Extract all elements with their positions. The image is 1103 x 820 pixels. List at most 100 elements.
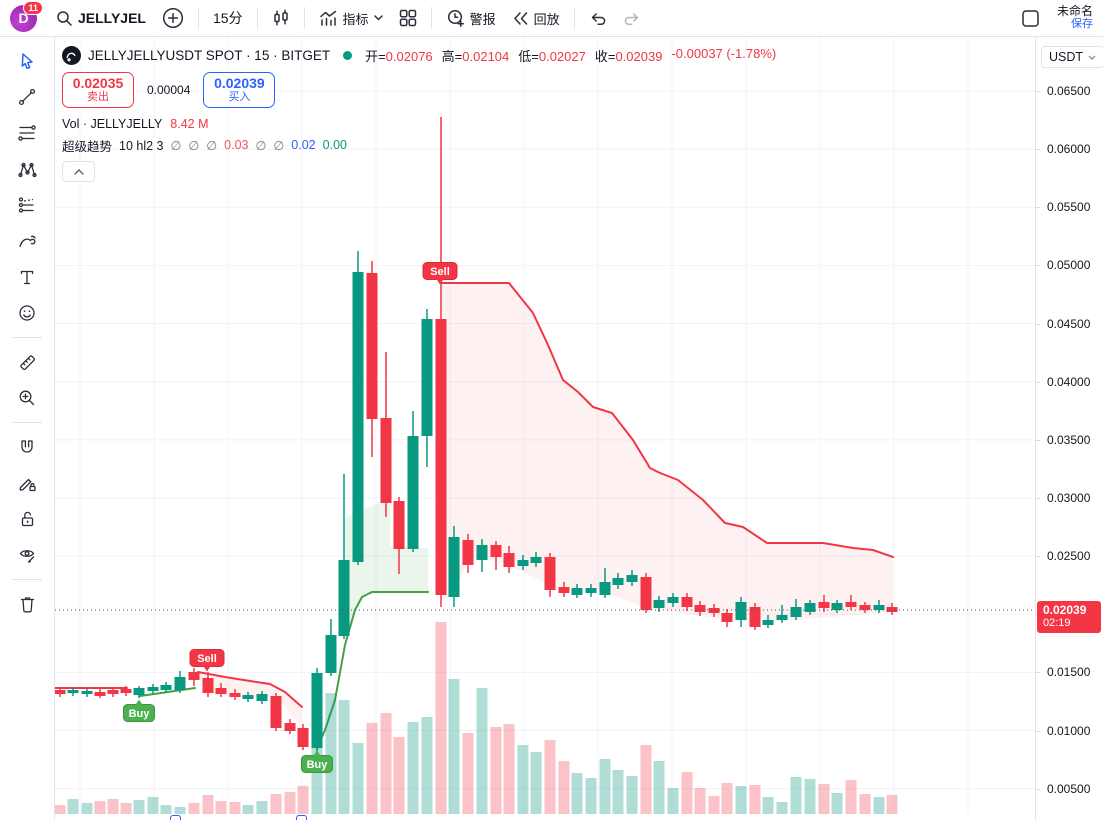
change-value: -0.00037 (-1.78%) xyxy=(671,46,777,61)
tool-fib-retracement[interactable] xyxy=(8,115,46,151)
close-value: 0.02039 xyxy=(615,49,663,64)
tool-xabcd-pattern[interactable] xyxy=(8,151,46,187)
layout-grid-button[interactable] xyxy=(392,5,424,31)
indicators-icon xyxy=(319,10,336,26)
time-axis-mark xyxy=(170,815,181,820)
supertrend-value: ∅ xyxy=(255,139,267,153)
volume-value: 8.42 M xyxy=(170,117,209,131)
symbol-title[interactable]: JELLYJELLYUSDT SPOT · 15 · BITGET xyxy=(88,48,331,63)
search-icon xyxy=(57,10,72,26)
top-toolbar: D 11 JELLYJEL 15分 xyxy=(0,0,1103,37)
panel-square-icon xyxy=(1022,9,1039,27)
notification-badge: 11 xyxy=(23,0,43,15)
tool-emoji[interactable] xyxy=(8,295,46,331)
price-axis-label: 0.00500 xyxy=(1047,781,1091,796)
supertrend-value: 0.02 xyxy=(291,138,316,152)
chart-legend: JELLYJELLYUSDT SPOT · 15 · BITGET 开=0.02… xyxy=(62,46,776,182)
collapse-legend-button[interactable] xyxy=(62,161,95,182)
price-axis-label: 0.06000 xyxy=(1047,142,1091,157)
tool-magnet[interactable] xyxy=(8,429,46,465)
sell-button[interactable]: 0.02035 卖出 xyxy=(62,72,134,108)
supertrend-value: ∅ xyxy=(188,139,200,153)
tool-brush[interactable] xyxy=(8,223,46,259)
panel-toggle-button[interactable] xyxy=(1014,5,1047,32)
toolbar-divider xyxy=(12,579,42,580)
buy-button[interactable]: 0.02039 买入 xyxy=(203,72,276,108)
symbol-search-button[interactable]: JELLYJEL xyxy=(49,6,153,31)
supertrend-value: 0.03 xyxy=(224,138,249,152)
time-axis[interactable] xyxy=(55,814,1035,820)
replay-button[interactable]: 回放 xyxy=(505,5,567,32)
undo-icon xyxy=(591,12,605,25)
price-axis-label: 0.03500 xyxy=(1047,432,1091,447)
chevron-up-icon xyxy=(73,168,84,175)
svg-text:Sell: Sell xyxy=(197,653,217,665)
tool-text[interactable] xyxy=(8,259,46,295)
redo-icon xyxy=(624,12,638,25)
price-axis-label: 0.02500 xyxy=(1047,549,1091,564)
toolbar-divider xyxy=(12,337,42,338)
chart-canvas[interactable]: Sell Buy Sell Buy xyxy=(55,37,1035,820)
candles-icon xyxy=(273,9,288,26)
price-axis-label: 0.01000 xyxy=(1047,723,1091,738)
redo-button[interactable] xyxy=(616,7,648,30)
tool-zoom-in[interactable] xyxy=(8,380,46,416)
drawing-toolbar xyxy=(0,37,55,820)
chevron-down-icon xyxy=(1088,55,1096,60)
buy-marker: Buy xyxy=(123,699,155,722)
tool-ruler[interactable] xyxy=(8,344,46,380)
alert-button[interactable]: 警报 xyxy=(439,5,503,32)
undo-button[interactable] xyxy=(582,7,614,30)
tool-lock-all[interactable] xyxy=(8,501,46,537)
avatar-initial: D xyxy=(18,10,29,26)
currency-selector[interactable]: USDT xyxy=(1041,46,1103,68)
spread-value: 0.00004 xyxy=(147,83,191,97)
chart-area: Sell Buy Sell Buy JELLYJELLYUSDT SPOT · 15 … xyxy=(55,37,1103,820)
tool-drawing-lock[interactable] xyxy=(8,465,46,501)
user-avatar[interactable]: D 11 xyxy=(10,0,43,32)
alert-clock-icon xyxy=(447,9,464,27)
chart-type-button[interactable] xyxy=(265,5,297,31)
volume-legend-row: Vol · JELLYJELLY 8.42 M xyxy=(62,117,209,131)
high-value: 0.02104 xyxy=(462,49,510,64)
indicators-button[interactable]: 指标 xyxy=(312,5,390,32)
plus-circle-icon xyxy=(162,7,184,29)
price-axis-label: 0.04500 xyxy=(1047,316,1091,331)
tool-delete-all[interactable] xyxy=(8,586,46,622)
layout-name[interactable]: 未命名 xyxy=(1056,4,1093,18)
price-axis[interactable]: USDT 0.06500 0.06000 0.05500 0.05000 0.04500… xyxy=(1035,37,1103,820)
svg-text:Sell: Sell xyxy=(430,266,450,278)
grid-layout-icon xyxy=(399,9,416,27)
supertrend-legend-row: 超级趋势 10 hl2 3 ∅ ∅ ∅ 0.03 ∅ ∅ 0.02 0.00 xyxy=(62,138,347,154)
coin-logo xyxy=(62,46,81,65)
toolbar-divider xyxy=(12,422,42,423)
price-axis-label: 0.05000 xyxy=(1047,258,1091,273)
interval-button[interactable]: 15分 xyxy=(212,10,243,26)
time-axis-mark xyxy=(296,815,307,820)
chevron-down-icon xyxy=(373,15,383,21)
tool-cursor[interactable] xyxy=(8,43,46,79)
current-price-badge: 0.02039 02:19 xyxy=(1037,601,1101,633)
symbol-search-text: JELLYJEL xyxy=(78,10,146,26)
svg-text:Buy: Buy xyxy=(129,708,151,720)
tool-projection[interactable] xyxy=(8,187,46,223)
add-symbol-button[interactable] xyxy=(155,3,191,33)
tool-trend-line[interactable] xyxy=(8,79,46,115)
price-axis-label: 0.04000 xyxy=(1047,374,1091,389)
tool-hide-drawings[interactable] xyxy=(8,537,46,573)
buy-marker: Buy xyxy=(301,750,333,773)
supertrend-value: 0.00 xyxy=(322,138,347,152)
sell-marker: Sell xyxy=(189,649,225,672)
sell-marker: Sell xyxy=(422,262,458,285)
price-axis-label: 0.03000 xyxy=(1047,490,1091,505)
bar-countdown: 02:19 xyxy=(1043,617,1071,629)
ohlc-values: 开=0.02076 高=0.02104 低=0.02027 收=0.02039 … xyxy=(365,46,777,64)
supertrend-value: ∅ xyxy=(170,139,182,153)
price-axis-label: 0.05500 xyxy=(1047,200,1091,215)
low-value: 0.02027 xyxy=(538,49,586,64)
supertrend-value: ∅ xyxy=(206,139,218,153)
open-value: 0.02076 xyxy=(385,49,433,64)
supertrend-value: ∅ xyxy=(273,139,285,153)
save-layout-button[interactable]: 保存 xyxy=(1071,18,1093,30)
svg-text:Buy: Buy xyxy=(307,759,329,771)
